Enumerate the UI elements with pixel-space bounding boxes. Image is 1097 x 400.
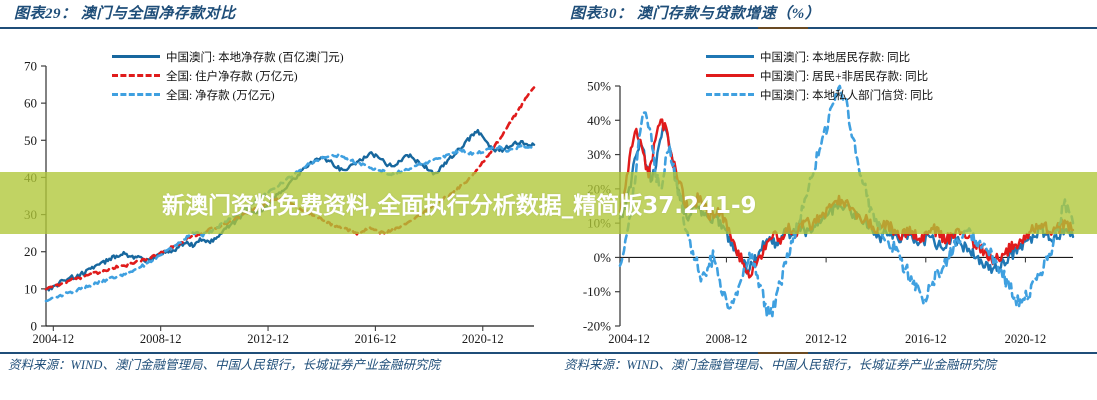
- svg-text:60: 60: [24, 96, 37, 111]
- header-divider-accent: [758, 27, 808, 29]
- svg-text:2020-12: 2020-12: [1005, 332, 1047, 346]
- chart-30-source: 资料来源：WIND、澳门金融管理局、中国人民银行，长城证券产业金融研究院: [564, 358, 996, 372]
- svg-text:-10%: -10%: [583, 284, 611, 299]
- series-line: [618, 84, 1075, 319]
- chart-30-legend-item: 中国澳门: 本地居民存款: 同比: [706, 47, 933, 66]
- svg-text:2008-12: 2008-12: [706, 332, 748, 346]
- svg-text:30: 30: [24, 207, 37, 222]
- chart-29-legend: 中国澳门: 本地净存款 (百亿澳门元) 全国: 住户净存款 (万亿元) 全国: 净存…: [112, 47, 344, 104]
- chart-29-legend-item: 中国澳门: 本地净存款 (百亿澳门元): [112, 47, 344, 66]
- chart-30-legend-item: 中国澳门: 本地私人部门信贷: 同比: [706, 85, 933, 104]
- svg-text:2004-12: 2004-12: [32, 332, 74, 346]
- chart-29-legend-item: 全国: 住户净存款 (万亿元): [112, 66, 344, 85]
- figure-30-title: 图表30： 澳门存款与贷款增速（%）: [570, 6, 821, 22]
- chart-30-legend-item: 中国澳门: 居民+非居民存款: 同比: [706, 66, 933, 85]
- series-line: [44, 86, 536, 291]
- footer-divider: [0, 352, 1097, 354]
- svg-text:-20%: -20%: [583, 319, 611, 334]
- svg-text:2016-12: 2016-12: [355, 332, 397, 346]
- series-line: [44, 128, 536, 292]
- legend-label: 全国: 住户净存款 (万亿元): [166, 70, 298, 83]
- svg-text:50%: 50%: [587, 79, 611, 94]
- chart-29-source: 资料来源：WIND、澳门金融管理局、中国人民银行，长城证券产业金融研究院: [8, 358, 440, 372]
- svg-text:40%: 40%: [587, 113, 611, 128]
- legend-label: 中国澳门: 本地私人部门信贷: 同比: [760, 89, 934, 102]
- svg-text:10%: 10%: [587, 216, 611, 231]
- legend-label: 中国澳门: 居民+非居民存款: 同比: [760, 70, 929, 83]
- svg-text:40: 40: [24, 170, 37, 185]
- svg-text:70: 70: [24, 59, 37, 74]
- svg-text:50: 50: [24, 133, 37, 148]
- svg-text:30%: 30%: [587, 147, 611, 162]
- chart-29-legend-item: 全国: 净存款 (万亿元): [112, 85, 344, 104]
- series-line: [618, 118, 1075, 279]
- chart-30-svg: -20% -10% 0% 10% 20% 30% 40% 50% 2004-12 2008-12 2…: [583, 79, 1075, 346]
- svg-text:20%: 20%: [587, 181, 611, 196]
- legend-label: 中国澳门: 本地净存款 (百亿澳门元): [166, 51, 344, 64]
- svg-text:2012-12: 2012-12: [247, 332, 289, 346]
- svg-text:0%: 0%: [594, 250, 612, 265]
- svg-text:2020-12: 2020-12: [462, 332, 504, 346]
- svg-text:2008-12: 2008-12: [140, 332, 182, 346]
- footer-divider-accent: [758, 352, 808, 354]
- legend-label: 全国: 净存款 (万亿元): [166, 89, 275, 102]
- svg-text:20: 20: [24, 244, 37, 259]
- series-line: [44, 144, 536, 303]
- header-divider: [0, 27, 1097, 29]
- figure-29-title: 图表29： 澳门与全国净存款对比: [14, 6, 236, 22]
- svg-text:10: 10: [24, 281, 37, 296]
- legend-label: 中国澳门: 本地居民存款: 同比: [760, 51, 911, 64]
- svg-text:2004-12: 2004-12: [608, 332, 650, 346]
- figure-titles: 图表29： 澳门与全国净存款对比 图表30： 澳门存款与贷款增速（%）: [0, 0, 1097, 30]
- svg-text:2016-12: 2016-12: [905, 332, 947, 346]
- svg-text:0: 0: [31, 319, 38, 334]
- svg-text:2012-12: 2012-12: [805, 332, 847, 346]
- chart-30-legend: 中国澳门: 本地居民存款: 同比中国澳门: 居民+非居民存款: 同比 中国澳门: …: [706, 47, 933, 104]
- chart-30-panel: -20% -10% 0% 10% 20% 30% 40% 50% 2004-12 2008-12 2…: [556, 30, 1097, 352]
